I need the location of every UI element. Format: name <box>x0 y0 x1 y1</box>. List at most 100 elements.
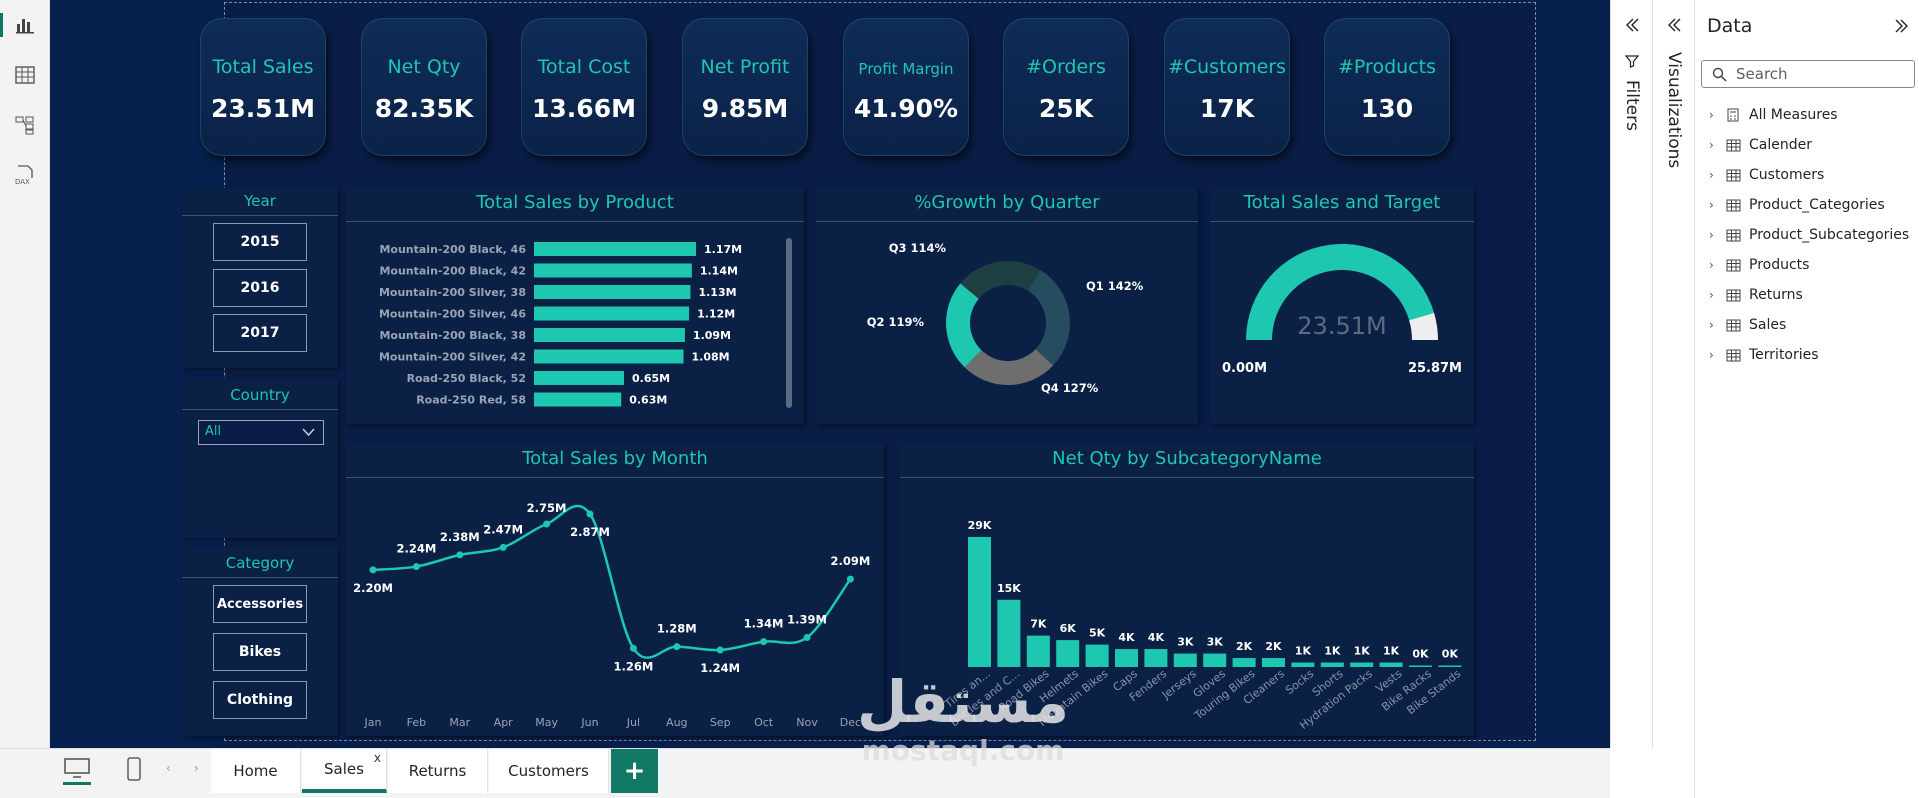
data-point <box>499 543 507 551</box>
category-option-bikes[interactable]: Bikes <box>213 633 307 671</box>
data-point <box>369 566 377 574</box>
page-tab-customers[interactable]: Customers <box>489 749 609 793</box>
chevron-right-icon[interactable]: › <box>1709 228 1714 242</box>
chevron-right-icon[interactable]: › <box>1709 138 1714 152</box>
country-dropdown[interactable]: All <box>198 420 324 445</box>
table-item[interactable]: › Returns <box>1709 282 1803 308</box>
chevron-right-icon[interactable]: › <box>1709 288 1714 302</box>
bar <box>1144 649 1168 667</box>
gauge-min-label: 0.00M <box>1222 361 1267 376</box>
chevron-down-icon <box>302 428 315 437</box>
table-item[interactable]: › Customers <box>1709 162 1824 188</box>
sales-target-visual[interactable]: Total Sales and Target 23.51M 0.00M 25.87M <box>1210 188 1474 424</box>
desktop-layout-icon[interactable] <box>64 758 90 778</box>
country-slicer: Country <box>182 378 338 538</box>
table-item[interactable]: › Product_Subcategories <box>1709 222 1909 248</box>
gauge-remaining-arc <box>1409 312 1438 340</box>
bar <box>1291 662 1315 667</box>
table-item[interactable]: › Calender <box>1709 132 1812 158</box>
sales-by-product-chart: Mountain-200 Black, 46 1.17M Mountain-200 … <box>379 242 742 407</box>
table-item-label: Returns <box>1749 287 1803 303</box>
scroll-right-icon[interactable]: › <box>194 761 199 775</box>
bar <box>968 537 991 667</box>
kpi-card-orders[interactable]: #Orders 25K <box>1003 18 1129 156</box>
close-icon[interactable]: x <box>373 751 381 765</box>
year-option-2015[interactable]: 2015 <box>213 223 307 261</box>
table-item-label: Products <box>1749 257 1810 273</box>
chevron-right-icon[interactable]: › <box>1709 198 1714 212</box>
bar <box>1438 665 1462 667</box>
chevron-right-icon[interactable]: › <box>1709 318 1714 332</box>
data-label: 6K <box>1060 622 1077 635</box>
sales-by-product-visual[interactable]: Total Sales by Product Mountain-200 Blac… <box>346 188 804 424</box>
data-label: 2.75M <box>527 501 567 515</box>
data-label: 3K <box>1207 636 1224 649</box>
filters-pane[interactable]: Filters <box>1610 0 1652 748</box>
search-icon <box>1712 67 1727 82</box>
bar <box>1056 640 1080 667</box>
table-item[interactable]: › All Measures <box>1709 102 1838 128</box>
kpi-card-products[interactable]: #Products 130 <box>1324 18 1450 156</box>
mobile-layout-icon[interactable] <box>127 757 141 781</box>
category-option-accessories[interactable]: Accessories <box>213 585 307 623</box>
kpi-value: 82.35K <box>374 94 474 123</box>
table-view-icon[interactable] <box>10 60 40 90</box>
page-tab-home[interactable]: Home <box>211 749 301 793</box>
page-tab-sales[interactable]: Sales x <box>302 749 387 793</box>
table-item-label: Sales <box>1749 317 1787 333</box>
kpi-card-net-qty[interactable]: Net Qty 82.35K <box>361 18 487 156</box>
add-page-button[interactable]: + <box>611 749 658 793</box>
search-input[interactable]: Search <box>1701 60 1915 88</box>
table-item[interactable]: › Territories <box>1709 342 1819 368</box>
kpi-card-total-cost[interactable]: Total Cost 13.66M <box>521 18 647 156</box>
chart-title: Total Sales by Product <box>476 192 674 213</box>
expand-chevrons-icon[interactable] <box>1625 18 1639 32</box>
qty-by-subcategory-visual[interactable]: Net Qty by SubcategoryName 29K Tires an..… <box>900 444 1474 736</box>
kpi-label: Total Sales <box>212 56 314 78</box>
chevron-right-icon[interactable]: › <box>1709 258 1714 272</box>
gauge-max-label: 25.87M <box>1408 361 1462 376</box>
data-label: 1.24M <box>700 661 740 675</box>
calendar-table-icon <box>1723 138 1743 152</box>
kpi-card-profit-margin[interactable]: Profit Margin 41.90% <box>843 18 969 156</box>
sales-by-month-visual[interactable]: Total Sales by Month 2.20M Jan 2.24M Feb 2.3… <box>346 444 884 736</box>
growth-donut-chart: Q1 142% Q4 127% Q2 119% Q3 114% <box>867 241 1144 395</box>
year-option-2016[interactable]: 2016 <box>213 269 307 307</box>
year-option-2017[interactable]: 2017 <box>213 314 307 352</box>
scroll-left-icon[interactable]: ‹ <box>166 761 171 775</box>
collapse-chevrons-icon[interactable] <box>1895 19 1909 33</box>
visualizations-pane[interactable]: Visualizations <box>1652 0 1694 748</box>
donut-slice <box>964 349 1054 385</box>
chevron-right-icon[interactable]: › <box>1709 108 1714 122</box>
chevron-right-icon[interactable]: › <box>1709 348 1714 362</box>
page-tab-returns[interactable]: Returns <box>388 749 488 793</box>
data-label: 7K <box>1030 618 1047 631</box>
category-label: Mountain-200 Black, 38 <box>379 329 526 342</box>
data-label: 1.08M <box>692 351 730 364</box>
expand-chevrons-icon[interactable] <box>1667 18 1681 32</box>
model-view-icon[interactable] <box>10 110 40 140</box>
category-option-clothing[interactable]: Clothing <box>213 681 307 719</box>
filters-pane-label: Filters <box>1622 80 1642 131</box>
table-item[interactable]: › Sales <box>1709 312 1786 338</box>
x-tick-label: Sep <box>710 716 731 729</box>
kpi-card-customers[interactable]: #Customers 17K <box>1164 18 1290 156</box>
bar <box>1203 653 1227 667</box>
table-item[interactable]: › Products <box>1709 252 1809 278</box>
x-tick-label: Apr <box>494 716 514 729</box>
data-label: 4K <box>1118 631 1135 644</box>
dax-query-view-icon[interactable]: DAX <box>10 160 40 190</box>
data-label: 1.12M <box>697 308 735 321</box>
chevron-right-icon[interactable]: › <box>1709 168 1714 182</box>
data-point <box>456 551 464 559</box>
kpi-card-net-profit[interactable]: Net Profit 9.85M <box>682 18 808 156</box>
table-item[interactable]: › Product_Categories <box>1709 192 1885 218</box>
report-view-icon[interactable] <box>0 10 40 40</box>
scrollbar[interactable] <box>786 238 792 408</box>
data-label: 2.20M <box>353 581 393 595</box>
bar <box>1115 649 1138 667</box>
growth-by-quarter-visual[interactable]: %Growth by Quarter Q1 142% Q4 127% Q2 119%… <box>816 188 1198 424</box>
x-tick-label: Jun <box>580 716 598 729</box>
kpi-card-total-sales[interactable]: Total Sales 23.51M <box>200 18 326 156</box>
view-switcher-rail: DAX <box>0 0 50 798</box>
